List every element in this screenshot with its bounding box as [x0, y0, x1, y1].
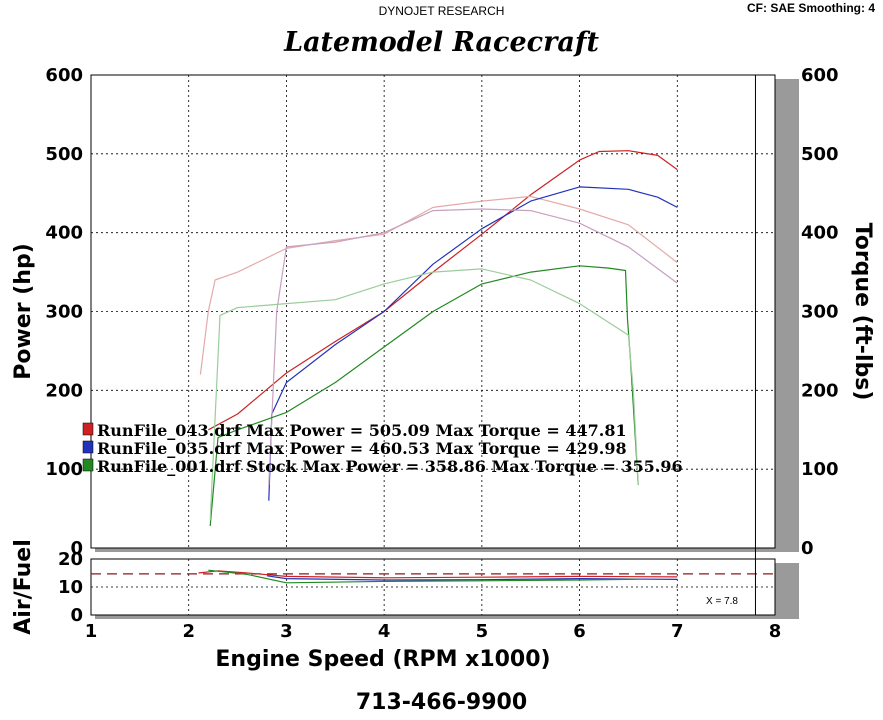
x-axis-label: Engine Speed (RPM x1000) [215, 647, 550, 672]
legend-entry: RunFile_001.drf Stock Max Power = 358.86… [97, 457, 683, 476]
x-tick-label: 6 [573, 621, 586, 642]
source-label: DYNOJET RESEARCH [378, 4, 505, 18]
y-tick-label: 200 [45, 380, 83, 401]
y2-tick-label: 500 [801, 144, 839, 165]
af-series-line [208, 569, 639, 584]
af-y-tick-label: 0 [70, 605, 83, 626]
af-y-tick-label: 20 [58, 549, 83, 570]
cursor-readout: X = 7.8 [706, 596, 738, 607]
y2-tick-label: 0 [801, 538, 814, 559]
y-tick-label: 100 [45, 459, 83, 480]
y-axis-label: Power (hp) [11, 243, 36, 380]
y2-tick-label: 200 [801, 380, 839, 401]
chart-title: Latemodel Racecraft [284, 27, 599, 58]
series-line [208, 150, 678, 431]
x-tick-label: 2 [182, 621, 195, 642]
legend-swatch [82, 458, 94, 472]
y2-tick-label: 100 [801, 459, 839, 480]
y2-tick-label: 300 [801, 302, 839, 323]
legend-entry: RunFile_043.drf Max Power = 505.09 Max T… [97, 421, 627, 440]
y-tick-label: 500 [45, 144, 83, 165]
x-tick-label: 4 [378, 621, 391, 642]
y2-axis-label: Torque (ft-lbs) [850, 223, 875, 401]
legend-swatch [82, 422, 94, 436]
y2-tick-label: 400 [801, 223, 839, 244]
af-y-axis-label: Air/Fuel [11, 539, 36, 635]
dyno-chart: 0100200300400500600010020030040050060001… [11, 65, 875, 672]
x-tick-label: 1 [85, 621, 98, 642]
series-line [199, 195, 678, 375]
y2-tick-label: 600 [801, 65, 839, 86]
x-tick-label: 8 [769, 621, 782, 642]
x-tick-label: 3 [280, 621, 293, 642]
y-tick-label: 300 [45, 302, 83, 323]
y-tick-label: 400 [45, 223, 83, 244]
series-line [268, 186, 678, 501]
series-line [268, 208, 678, 485]
legend-entry: RunFile_035.drf Max Power = 460.53 Max T… [97, 439, 627, 458]
af-y-tick-label: 10 [58, 577, 83, 598]
series-line [209, 265, 639, 526]
af-series-line [266, 575, 678, 581]
settings-label: CF: SAE Smoothing: 4 [747, 1, 875, 15]
y-tick-label: 600 [45, 65, 83, 86]
legend-swatch [82, 440, 94, 454]
series-line [209, 268, 639, 521]
x-tick-label: 5 [476, 621, 489, 642]
y-tick-label: 0 [70, 538, 83, 559]
x-tick-label: 7 [671, 621, 684, 642]
phone-number: 713-466-9900 [355, 690, 528, 715]
af-series-line [198, 570, 678, 579]
